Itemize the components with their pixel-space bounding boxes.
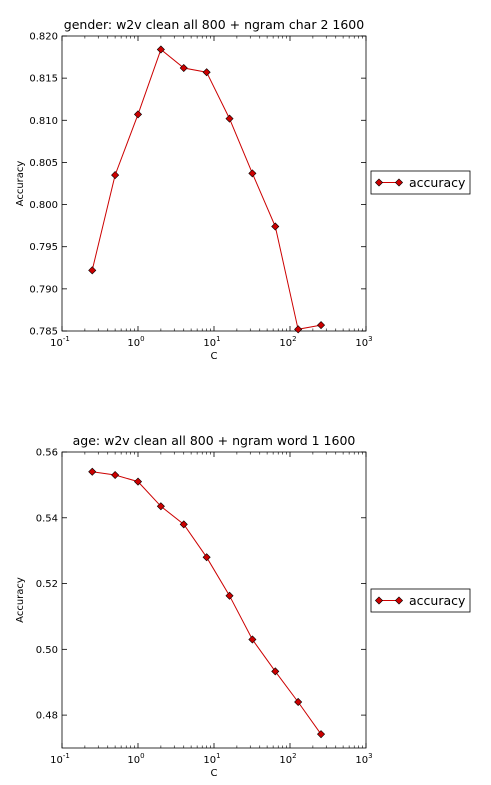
data-point (225, 591, 234, 600)
data-point (133, 110, 143, 119)
legend-label: accuracy (409, 593, 466, 608)
y-tick-label: 0.56 (36, 448, 58, 459)
data-point (317, 321, 326, 330)
chart-title: gender: w2v clean all 800 + ngram char 2… (64, 17, 364, 32)
x-tick-label: 102 (279, 752, 296, 766)
data-point (317, 730, 326, 739)
y-tick-label: 0.800 (29, 200, 58, 211)
y-tick-label: 0.815 (29, 74, 58, 85)
x-tick-label: 102 (279, 335, 296, 349)
x-axis-label: C (211, 768, 218, 779)
data-point (88, 467, 97, 476)
data-point (248, 169, 257, 178)
legend-marker (374, 596, 384, 605)
x-tick-label: 100 (127, 752, 144, 766)
legend-label: accuracy (409, 175, 466, 190)
y-tick-label: 0.48 (36, 711, 58, 722)
data-point (88, 266, 97, 275)
x-tick-label: 103 (355, 752, 372, 766)
data-point (111, 470, 120, 480)
legend-marker (394, 596, 404, 605)
chart-1: age: w2v clean all 800 + ngram word 1 16… (15, 433, 471, 779)
legend-box (370, 588, 471, 613)
data-point (156, 502, 165, 511)
y-tick-label: 0.790 (29, 284, 58, 295)
data-point (248, 635, 257, 644)
legend-marker (394, 178, 404, 187)
data-point (156, 45, 165, 54)
legend-marker (374, 178, 384, 187)
y-tick-label: 0.795 (29, 242, 58, 253)
plot-frame (61, 35, 367, 332)
y-axis-label: Accuracy (15, 161, 26, 207)
data-point (202, 553, 211, 562)
x-tick-label: 100 (127, 335, 144, 349)
data-point (271, 222, 280, 231)
y-axis-label: Accuracy (15, 577, 26, 623)
y-tick-label: 0.785 (29, 327, 58, 338)
data-point (271, 667, 280, 676)
data-point (179, 64, 188, 73)
data-point (111, 171, 120, 180)
data-point (225, 114, 234, 123)
legend-box (370, 170, 471, 195)
data-point (133, 477, 143, 486)
chart-title: age: w2v clean all 800 + ngram word 1 16… (73, 433, 356, 448)
legend: accuracy (370, 170, 471, 195)
chart-0: gender: w2v clean all 800 + ngram char 2… (15, 17, 471, 362)
y-tick-label: 0.810 (29, 116, 58, 127)
x-axis-label: C (211, 351, 218, 362)
y-tick-label: 0.805 (29, 158, 58, 169)
x-tick-label: 103 (355, 335, 372, 349)
data-point (294, 697, 303, 706)
x-tick-label: 101 (203, 335, 220, 349)
data-point (179, 520, 188, 529)
data-point (294, 325, 303, 334)
x-tick-label: 10-1 (50, 752, 70, 766)
legend: accuracy (370, 588, 471, 613)
x-tick-label: 101 (203, 752, 220, 766)
y-tick-label: 0.52 (36, 579, 58, 590)
data-point (202, 68, 211, 77)
x-tick-label: 10-1 (50, 335, 70, 349)
y-tick-label: 0.50 (36, 645, 58, 656)
plot-frame (61, 451, 367, 749)
y-tick-label: 0.820 (29, 32, 58, 43)
y-tick-label: 0.54 (36, 513, 58, 524)
